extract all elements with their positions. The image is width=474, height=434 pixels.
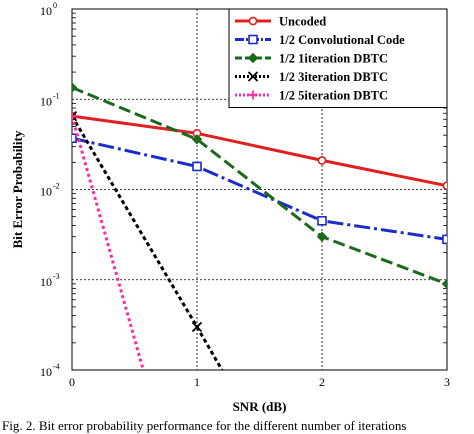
data-point-marker: [248, 90, 258, 100]
data-point-marker: [317, 156, 327, 165]
y-axis-title: Bit Error Probability: [10, 130, 25, 248]
y-tick-exponent: 0: [53, 1, 57, 10]
y-tick-label: 10: [40, 275, 52, 289]
series-line: [72, 86, 447, 286]
y-tick-exponent: -4: [53, 362, 60, 371]
y-tick-exponent: -2: [53, 182, 60, 191]
data-point-marker: [192, 161, 202, 172]
data-point-marker: [317, 215, 327, 226]
series-layer: [72, 82, 447, 370]
series-5: [72, 111, 145, 370]
x-tick-label: 0: [69, 375, 75, 389]
data-point-marker: [442, 234, 447, 245]
legend-label: 1/2 1iteration DBTC: [279, 52, 388, 66]
data-point-marker: [248, 34, 258, 45]
series-3: [72, 82, 447, 290]
data-point-marker: [247, 71, 259, 82]
legend-label: Uncoded: [279, 15, 326, 29]
data-point-marker: [72, 82, 78, 93]
data-point-marker: [441, 278, 447, 290]
legend: Uncoded 1/2 Convolutional Code 1/2 1iterat…: [228, 8, 448, 108]
x-tick-label: 3: [444, 375, 450, 389]
x-tick-label: 1: [194, 375, 200, 389]
figure-caption: Fig. 2. Bit error probability performanc…: [2, 418, 407, 433]
data-point-marker: [442, 181, 447, 191]
data-point-marker: [247, 52, 259, 64]
data-point-marker: [72, 133, 77, 144]
legend-label: 1/2 3iteration DBTC: [279, 70, 388, 84]
y-tick-exponent: -3: [53, 272, 60, 281]
data-point-marker: [248, 16, 258, 26]
series-4: [72, 110, 224, 370]
legend-label: 1/2 Convolutional Code: [279, 33, 405, 47]
data-point-marker: [191, 321, 203, 333]
series-line: [72, 136, 447, 241]
legend-label: 1/2 5iteration DBTC: [279, 89, 388, 103]
series-line: [72, 114, 447, 188]
x-axis-ticks: 0 1 2 3: [69, 375, 450, 389]
x-tick-label: 2: [319, 375, 325, 389]
series-2: [72, 133, 447, 245]
data-point-marker: [191, 134, 203, 145]
series-line: [72, 115, 145, 370]
y-tick-label: 10: [40, 94, 52, 108]
y-tick-exponent: -1: [53, 91, 60, 100]
y-tick-label: 10: [40, 4, 52, 18]
data-point-marker: [72, 110, 78, 122]
data-point-marker: [316, 231, 328, 242]
y-tick-label: 10: [40, 185, 52, 199]
data-point-marker: [72, 111, 77, 121]
x-axis-title: SNR (dB): [233, 399, 287, 414]
y-tick-label: 10: [40, 365, 52, 379]
